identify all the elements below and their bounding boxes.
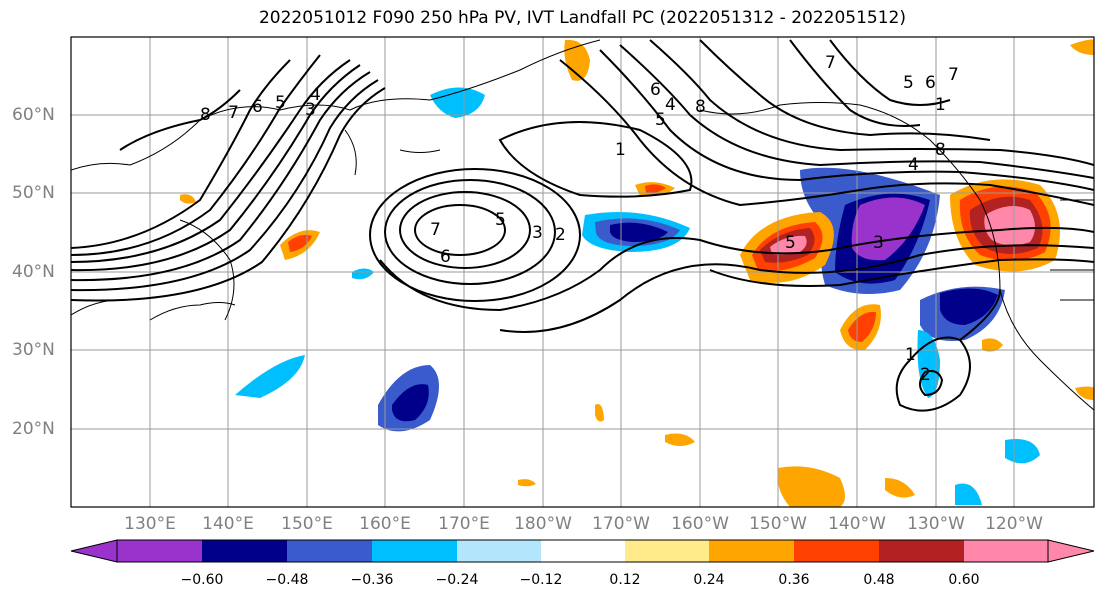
neg-anomaly bbox=[940, 288, 998, 325]
map-frame bbox=[70, 36, 1095, 508]
colorbar-tick-label: 0.48 bbox=[863, 572, 895, 588]
pos-anomaly bbox=[645, 184, 666, 194]
colorbar-swatch bbox=[287, 540, 372, 562]
colorbar-swatch bbox=[372, 540, 457, 562]
contour-label: 5 bbox=[903, 73, 914, 93]
neg-anomaly bbox=[392, 384, 429, 422]
lon-label: 130°E bbox=[124, 514, 176, 534]
lon-label: 150°E bbox=[281, 514, 333, 534]
colorbar bbox=[70, 539, 1095, 563]
colorbar-tick-label: 0.12 bbox=[609, 572, 641, 588]
contour-label: 1 bbox=[615, 140, 626, 160]
contour-label: 7 bbox=[825, 53, 836, 73]
colorbar-swatch bbox=[879, 540, 964, 562]
pos-anomaly bbox=[848, 311, 876, 342]
contour-label: 5 bbox=[785, 233, 796, 253]
contour-label: 5 bbox=[655, 110, 666, 130]
pos-anomaly bbox=[180, 194, 196, 204]
pos-anomaly bbox=[1075, 386, 1094, 400]
contour-label: 7 bbox=[228, 103, 239, 123]
contour-label: 6 bbox=[650, 80, 661, 100]
colorbar-swatch bbox=[625, 540, 709, 562]
colorbar-extend-high bbox=[1047, 539, 1095, 563]
colorbar-tick-label: 0.60 bbox=[948, 572, 980, 588]
neg-anomaly bbox=[610, 222, 668, 242]
lon-label: 160°E bbox=[359, 514, 411, 534]
pos-anomaly bbox=[595, 404, 604, 422]
colorbar-tick-label: −0.24 bbox=[435, 572, 479, 588]
contour-label: 5 bbox=[495, 210, 506, 230]
contour-label: 2 bbox=[555, 225, 566, 245]
pos-anomaly bbox=[770, 235, 807, 255]
map-title: 2022051012 F090 250 hPa PV, IVT Landfall… bbox=[258, 8, 906, 28]
lon-label: 120°W bbox=[985, 514, 1043, 534]
pos-anomaly bbox=[1070, 39, 1094, 55]
pos-anomaly bbox=[564, 39, 590, 81]
contour-label: 7 bbox=[948, 65, 959, 85]
pos-anomaly bbox=[984, 206, 1035, 246]
contour-label: 1 bbox=[935, 95, 946, 115]
colorbar-tick-label: −0.60 bbox=[180, 572, 224, 588]
lat-label: 20°N bbox=[12, 419, 55, 439]
colorbar-swatch bbox=[709, 540, 794, 562]
colorbar-tick-label: 0.24 bbox=[693, 572, 725, 588]
lat-label: 50°N bbox=[12, 183, 55, 203]
colorbar-swatch bbox=[794, 540, 879, 562]
contour-label: 3 bbox=[305, 100, 316, 120]
colorbar-extend-low bbox=[70, 539, 118, 563]
contour-label: 3 bbox=[532, 223, 543, 243]
lon-label: 170°W bbox=[592, 514, 650, 534]
neg-anomaly bbox=[430, 87, 485, 118]
contour-label: 8 bbox=[200, 105, 211, 125]
contour-label: 6 bbox=[925, 73, 936, 93]
contour-label: 5 bbox=[275, 93, 286, 113]
lon-label: 160°W bbox=[671, 514, 729, 534]
neg-anomaly bbox=[352, 268, 374, 280]
lon-label: 170°E bbox=[438, 514, 490, 534]
neg-anomaly bbox=[235, 355, 305, 398]
neg-anomaly bbox=[955, 483, 982, 505]
lon-label: 150°W bbox=[749, 514, 807, 534]
contour-label: 3 bbox=[873, 233, 884, 253]
lat-label: 40°N bbox=[12, 262, 55, 282]
contour-label: 4 bbox=[908, 155, 919, 175]
shading-layer bbox=[180, 39, 1094, 507]
contour-label: 4 bbox=[310, 85, 321, 105]
colorbar-tick-label: −0.36 bbox=[350, 572, 394, 588]
pos-anomaly bbox=[665, 433, 695, 446]
lat-label: 30°N bbox=[12, 340, 55, 360]
neg-anomaly bbox=[851, 197, 925, 261]
colorbar-swatch bbox=[541, 540, 625, 562]
pos-anomaly bbox=[288, 234, 312, 252]
colorbar-swatch bbox=[202, 540, 287, 562]
lon-label: 180°W bbox=[514, 514, 572, 534]
contour-label: 7 bbox=[430, 220, 441, 240]
lon-label: 140°W bbox=[828, 514, 886, 534]
colorbar-swatch bbox=[457, 540, 541, 562]
colorbar-swatch bbox=[117, 540, 202, 562]
contour-label: 8 bbox=[935, 140, 946, 160]
contour-label: 6 bbox=[440, 247, 451, 267]
contour-label: 6 bbox=[252, 97, 263, 117]
pos-anomaly bbox=[885, 478, 915, 498]
colorbar-tick-label: 0.36 bbox=[778, 572, 810, 588]
contour-label: 4 bbox=[665, 95, 676, 115]
lon-label: 130°W bbox=[907, 514, 965, 534]
contour-label: 8 bbox=[695, 97, 706, 117]
colorbar-tick-label: −0.48 bbox=[265, 572, 309, 588]
lat-label: 60°N bbox=[12, 105, 55, 125]
pv-contours bbox=[71, 39, 1094, 412]
contour-label: 2 bbox=[920, 365, 931, 385]
pos-anomaly bbox=[982, 338, 1003, 352]
lon-label: 140°E bbox=[202, 514, 254, 534]
pos-anomaly bbox=[518, 479, 536, 487]
pos-anomaly bbox=[777, 466, 845, 507]
contour-label: 1 bbox=[905, 345, 916, 365]
graticule bbox=[71, 37, 1094, 507]
colorbar-tick-label: −0.12 bbox=[519, 572, 563, 588]
colorbar-swatch bbox=[964, 540, 1048, 562]
